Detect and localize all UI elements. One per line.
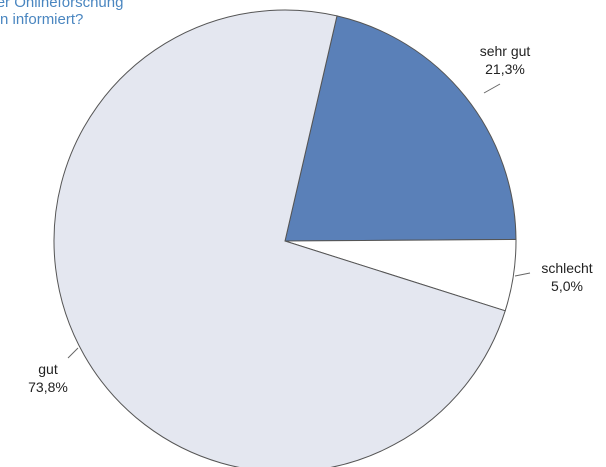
slice-value-gut: 73,8% bbox=[28, 379, 68, 395]
slice-value-sehr-gut: 21,3% bbox=[485, 61, 525, 77]
leader-line-gut bbox=[67, 347, 79, 359]
slice-sehr-gut bbox=[284, 15, 517, 242]
slice-label-schlecht: schlecht bbox=[541, 260, 592, 276]
slice-gut bbox=[53, 9, 506, 467]
title-line-2: n informiert? bbox=[0, 11, 84, 28]
slice-label-gut: gut bbox=[38, 361, 58, 377]
chart-title: zu über Onlineforschung n informiert? bbox=[0, 0, 300, 28]
leader-line-schlecht bbox=[514, 272, 531, 277]
leader-line-sehr-gut bbox=[483, 83, 501, 94]
slice-label-sehr-gut: sehr gut bbox=[480, 43, 531, 59]
title-line-1: zu über Onlineforschung bbox=[0, 0, 124, 11]
slice-value-schlecht: 5,0% bbox=[551, 278, 583, 294]
